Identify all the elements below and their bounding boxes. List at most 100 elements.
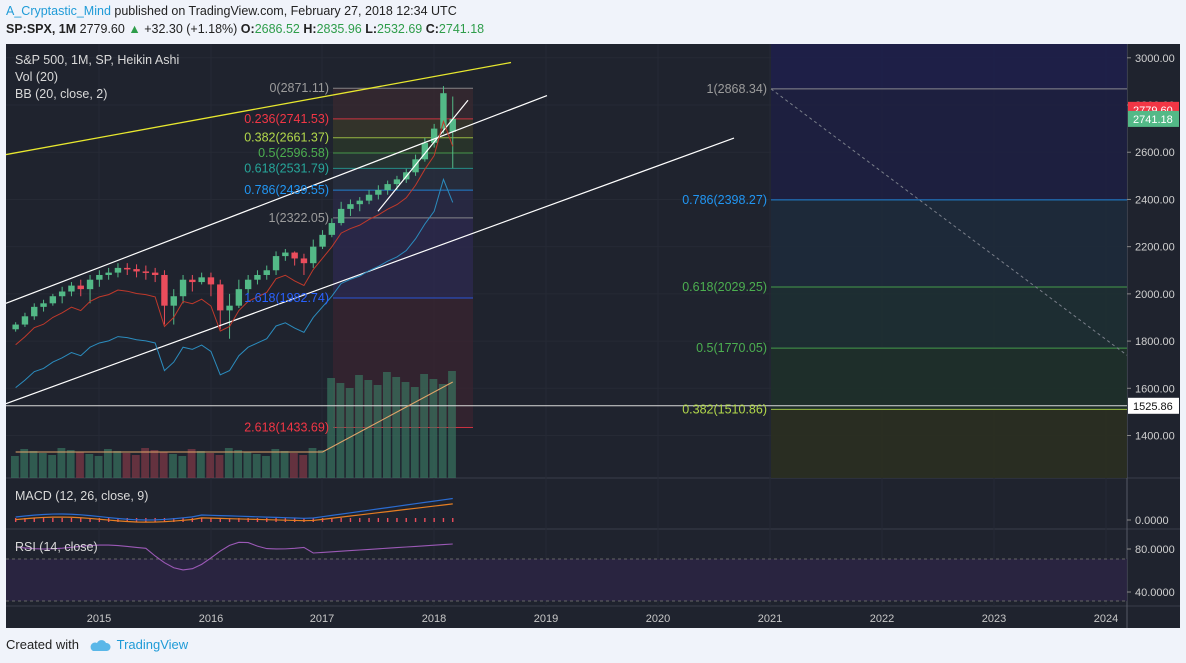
volume-bar (29, 451, 38, 478)
candle-body (356, 200, 363, 205)
volume-bar (215, 455, 224, 478)
price-label-text: 2741.18 (1133, 114, 1173, 126)
high-label: H: (303, 22, 317, 36)
close-label: C: (425, 22, 439, 36)
fib-label-right: 0.382(1510.86) (682, 402, 767, 416)
volume-bar (252, 454, 261, 478)
up-arrow-icon: ▲ (128, 22, 141, 36)
candle-body (217, 284, 224, 311)
chart-svg[interactable]: 2015 2016 2017 2018 2019 2020 2021 2022 2023 2024… (5, 44, 1180, 628)
last-price: 2779.60 (79, 22, 125, 36)
fib-label-right: 0.5(1770.05) (696, 341, 767, 355)
candle-body (77, 285, 84, 290)
y-tick-label: 2600.00 (1135, 147, 1175, 159)
volume-bar (20, 449, 29, 478)
candle-body (393, 179, 401, 185)
candle-body (421, 142, 429, 160)
footer: Created with TradingView (6, 637, 188, 652)
fib-label-left: 1(2322.05) (269, 211, 329, 225)
fib-zone-right (771, 88, 1127, 200)
fib-zone-left (333, 118, 473, 138)
volume-bar (122, 453, 131, 478)
volume-bar (373, 385, 382, 478)
high-value: 2835.96 (316, 22, 362, 36)
price-label-text: 1525.86 (1133, 401, 1173, 413)
bb-lower-band (15, 177, 454, 388)
volume-bar (141, 448, 149, 478)
candle-body (40, 303, 47, 307)
fib-label-left: 0(2871.11) (269, 81, 329, 95)
candle-body (235, 289, 243, 306)
x-tick-label: 2016 (199, 613, 223, 625)
created-with-label: Created with (6, 637, 79, 652)
volume-bar (159, 452, 168, 478)
volume-bar (243, 452, 252, 478)
volume-bar (85, 454, 94, 478)
volume-bar (438, 384, 447, 478)
volume-bar (48, 455, 56, 478)
rsi-band (6, 559, 1127, 601)
macd-signal-line (15, 503, 453, 523)
volume-bar (66, 450, 75, 478)
symbol: SP:SPX, 1M (6, 22, 77, 36)
candle-body (310, 246, 317, 264)
low-label: L: (365, 22, 378, 36)
candle-body (430, 128, 438, 143)
candle-body (86, 279, 94, 290)
macd-line (15, 497, 453, 521)
volume-bar (150, 450, 159, 478)
fib-label-left: 0.786(2439.55) (244, 183, 329, 197)
tradingview-link[interactable]: TradingView (116, 637, 189, 652)
chart-area[interactable]: 2015 2016 2017 2018 2019 2020 2021 2022 2023 2024… (5, 44, 1180, 628)
candle-body (161, 274, 168, 306)
rsi-tick-label: 80.0000 (1135, 544, 1175, 556)
fib-zone-right-top (771, 44, 1127, 89)
steep-trendline (377, 99, 469, 212)
candle-body (254, 274, 261, 280)
fib-zone-left (333, 217, 473, 298)
volume-bar (336, 383, 345, 478)
volume-bar (448, 371, 456, 478)
volume-bar (113, 451, 122, 478)
candle-body (244, 279, 252, 290)
price-label-box (1128, 397, 1179, 414)
volume-bar (420, 374, 428, 478)
y-tick-label: 2200.00 (1135, 242, 1175, 254)
volume-bar (401, 382, 410, 478)
fib-trend-dashed (770, 88, 1128, 356)
candle-body (263, 270, 270, 275)
candle-body (105, 272, 112, 275)
candle-body (179, 279, 187, 297)
bb-basis-line (15, 119, 454, 346)
x-tick-label: 2017 (310, 613, 334, 625)
fib-zone-right-bottom (771, 409, 1127, 478)
fib-label-right: 0.786(2398.27) (682, 193, 767, 207)
volume-bar (429, 379, 438, 478)
volume-bar (169, 454, 177, 478)
low-value: 2532.69 (377, 22, 423, 36)
open-label: O: (240, 22, 255, 36)
candle-body (58, 291, 66, 297)
candle-body (31, 306, 38, 317)
candle-body (226, 305, 233, 311)
volume-bar (104, 449, 112, 478)
volume-bar (206, 453, 215, 478)
volume-bar (392, 377, 401, 478)
fib-zone-left (333, 88, 473, 119)
candle-body (68, 285, 75, 292)
upper-channel-line (5, 95, 548, 304)
author-link[interactable]: A_Cryptastic_Mind (6, 4, 111, 18)
fib-label-right: 1(2868.34) (707, 82, 767, 96)
fib-label-left: 1.618(1982.74) (244, 291, 329, 305)
volume-bar (345, 388, 354, 478)
x-tick-label: 2019 (534, 613, 558, 625)
candle-body (49, 296, 57, 304)
volume-bar (271, 449, 280, 478)
price-label-box (1128, 110, 1179, 127)
candle-body (282, 252, 289, 257)
candle-body (170, 296, 177, 306)
candle-body (291, 252, 298, 259)
x-tick-label: 2023 (982, 613, 1006, 625)
rsi-tick-label: 40.0000 (1135, 587, 1175, 599)
y-tick-label: 2000.00 (1135, 289, 1175, 301)
